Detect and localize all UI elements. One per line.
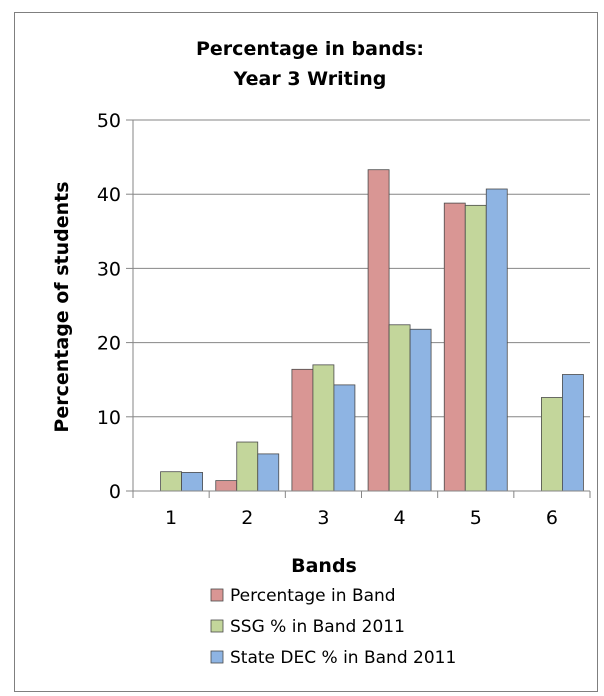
y-tick-label: 10 bbox=[97, 407, 121, 429]
bar bbox=[464, 204, 487, 492]
bar bbox=[160, 471, 182, 492]
y-tick-label: 40 bbox=[97, 184, 121, 206]
y-tick-labels: 0 10 20 30 40 50 bbox=[97, 110, 121, 503]
x-tick-label: 5 bbox=[470, 507, 482, 529]
legend: Percentage in Band SSG % in Band 2011 Stat… bbox=[210, 586, 456, 668]
bar bbox=[236, 441, 259, 492]
x-tick-labels: 1 2 3 4 5 6 bbox=[165, 507, 558, 529]
bar bbox=[367, 169, 390, 492]
bar bbox=[312, 364, 335, 492]
axes bbox=[132, 120, 591, 498]
legend-swatch bbox=[210, 619, 224, 633]
x-axis-title: Bands bbox=[291, 555, 357, 577]
y-tick-label: 0 bbox=[109, 481, 121, 503]
x-tick-label: 6 bbox=[546, 507, 558, 529]
legend-label: Percentage in Band bbox=[230, 586, 396, 606]
bar bbox=[333, 384, 356, 492]
legend-label: SSG % in Band 2011 bbox=[230, 617, 405, 637]
x-tick-label: 3 bbox=[317, 507, 329, 529]
x-tick-label: 2 bbox=[241, 507, 253, 529]
x-tick-label: 1 bbox=[165, 507, 177, 529]
y-axis-title: Percentage of students bbox=[51, 181, 73, 432]
bar bbox=[215, 480, 238, 492]
bar bbox=[181, 472, 203, 492]
bar bbox=[409, 328, 432, 492]
legend-swatch bbox=[210, 588, 224, 602]
bar bbox=[443, 202, 466, 492]
bars bbox=[160, 169, 584, 492]
legend-label: State DEC % in Band 2011 bbox=[230, 648, 456, 668]
gridlines bbox=[126, 119, 590, 492]
chart-title-line-1: Percentage in bands: bbox=[196, 38, 424, 60]
bar bbox=[485, 188, 508, 492]
bar bbox=[388, 324, 411, 492]
bar bbox=[257, 453, 280, 492]
bar bbox=[541, 397, 563, 492]
y-tick-label: 30 bbox=[97, 258, 121, 280]
bar bbox=[291, 368, 314, 492]
legend-swatch bbox=[210, 650, 224, 664]
y-tick-label: 20 bbox=[97, 333, 121, 355]
chart-title-line-2: Year 3 Writing bbox=[233, 68, 387, 90]
y-tick-label: 50 bbox=[97, 110, 121, 132]
x-tick-label: 4 bbox=[394, 507, 406, 529]
bar bbox=[562, 374, 584, 492]
